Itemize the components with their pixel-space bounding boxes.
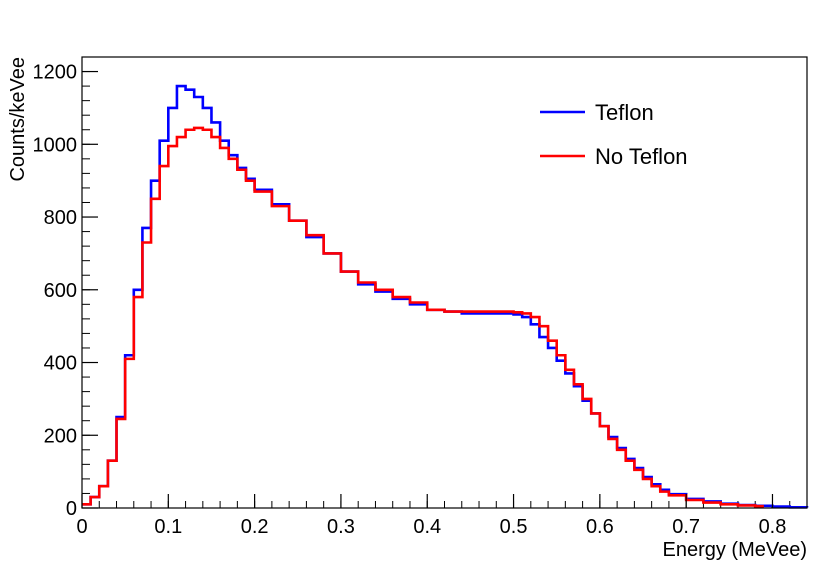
x-axis-title: Energy (MeVee) — [662, 539, 807, 561]
x-tick-label: 0.2 — [241, 516, 269, 538]
legend-label-no-teflon: No Teflon — [595, 144, 688, 169]
y-tick-label: 1200 — [33, 62, 78, 84]
series-line-teflon — [82, 84, 809, 509]
y-tick-label: 0 — [66, 498, 77, 520]
series-line-no-teflon — [82, 126, 764, 508]
x-tick-label: 0 — [76, 516, 87, 538]
x-tick-label: 0.3 — [327, 516, 355, 538]
series-layer — [82, 84, 809, 509]
y-tick-label: 200 — [44, 425, 77, 447]
x-tick-label: 0.5 — [500, 516, 528, 538]
legend-label-teflon: Teflon — [595, 100, 654, 125]
y-tick-label: 600 — [44, 280, 77, 302]
x-tick-label: 0.4 — [413, 516, 441, 538]
x-tick-label: 0.7 — [672, 516, 700, 538]
x-tick-label: 0.6 — [586, 516, 614, 538]
x-axis: 0 0.1 0.2 0.3 0.4 0.5 0.6 0.7 0.8 — [76, 494, 786, 538]
plot-frame — [81, 56, 808, 509]
y-axis-title: Counts/keVee — [7, 57, 29, 182]
x-tick-label: 0.1 — [154, 516, 182, 538]
x-minor-ticks — [81, 501, 808, 508]
y-tick-label: 800 — [44, 207, 77, 229]
y-tick-label: 1000 — [33, 134, 78, 156]
x-tick-label: 0.8 — [759, 516, 787, 538]
y-axis: 0 200 400 600 800 1000 1200 — [33, 62, 98, 520]
y-minor-ticks — [82, 56, 90, 509]
y-tick-label: 400 — [44, 353, 77, 375]
legend: Teflon No Teflon — [540, 100, 688, 169]
